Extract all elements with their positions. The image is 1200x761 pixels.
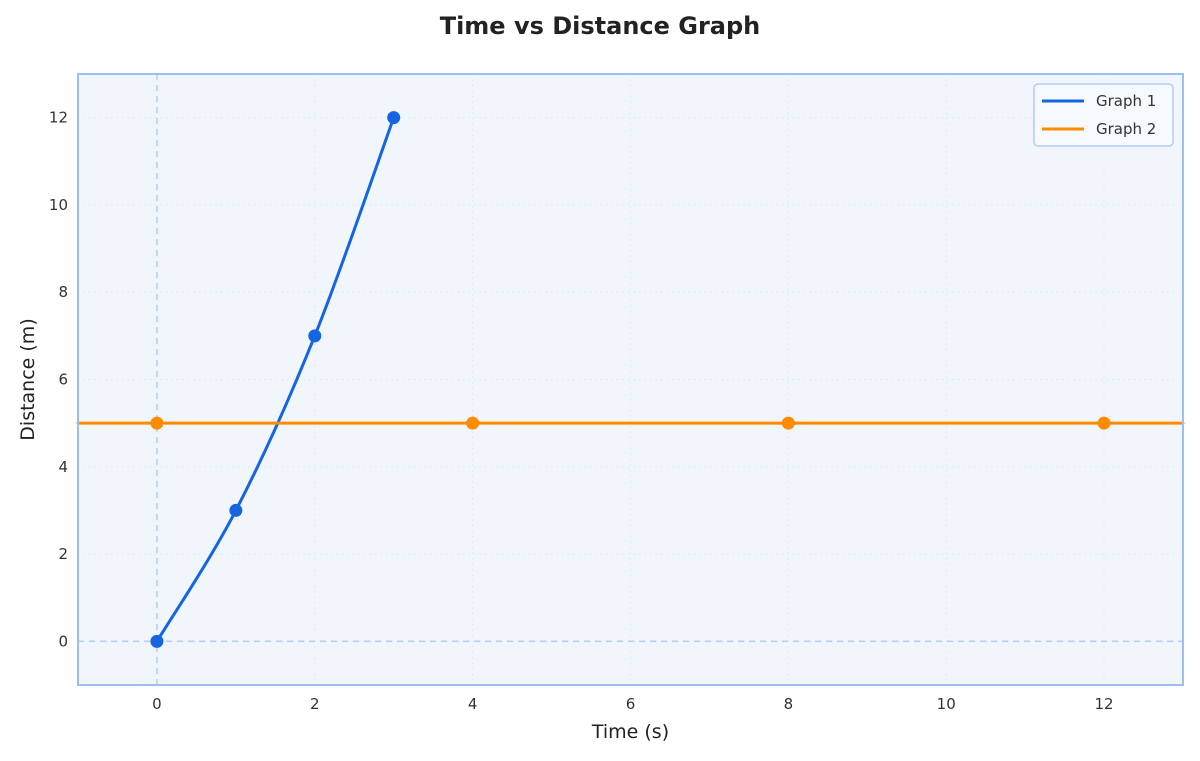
data-point [781, 416, 795, 430]
legend-label: Graph 1 [1096, 92, 1156, 110]
y-axis-label: Distance (m) [17, 318, 39, 440]
x-tick-label: 2 [310, 695, 320, 713]
y-tick-label: 6 [58, 371, 68, 389]
y-tick-label: 4 [58, 458, 68, 476]
data-series [76, 111, 1185, 648]
data-point [1097, 416, 1111, 430]
x-tick-label: 12 [1095, 695, 1114, 713]
x-axis-ticks: 0 2 4 6 8 10 12 [152, 695, 1113, 713]
y-tick-label: 0 [58, 632, 68, 650]
data-point [308, 329, 322, 343]
x-tick-label: 0 [152, 695, 162, 713]
plot-area [78, 74, 1183, 685]
x-tick-label: 8 [784, 695, 794, 713]
legend-label: Graph 2 [1096, 120, 1156, 138]
series-graph-1 [150, 111, 401, 648]
plot-border [77, 73, 1184, 686]
data-point [150, 416, 164, 430]
y-tick-label: 2 [58, 545, 68, 563]
x-tick-label: 6 [626, 695, 636, 713]
x-tick-label: 10 [937, 695, 956, 713]
zero-reference-lines [78, 74, 1183, 685]
data-point [387, 111, 401, 125]
data-point [466, 416, 480, 430]
data-point [229, 503, 243, 517]
legend-item: Graph 1 [1042, 92, 1156, 110]
x-tick-label: 4 [468, 695, 478, 713]
legend-item: Graph 2 [1042, 120, 1156, 138]
y-tick-label: 10 [49, 196, 68, 214]
series-graph-2 [76, 416, 1185, 430]
y-tick-label: 12 [49, 109, 68, 127]
x-axis-label: Time (s) [591, 721, 669, 743]
legend: Graph 1 Graph 2 [1033, 83, 1174, 147]
y-tick-label: 8 [58, 283, 68, 301]
data-point [150, 634, 164, 648]
y-axis-ticks: 0 2 4 6 8 10 12 [49, 109, 68, 651]
chart-title: Time vs Distance Graph [439, 12, 761, 40]
